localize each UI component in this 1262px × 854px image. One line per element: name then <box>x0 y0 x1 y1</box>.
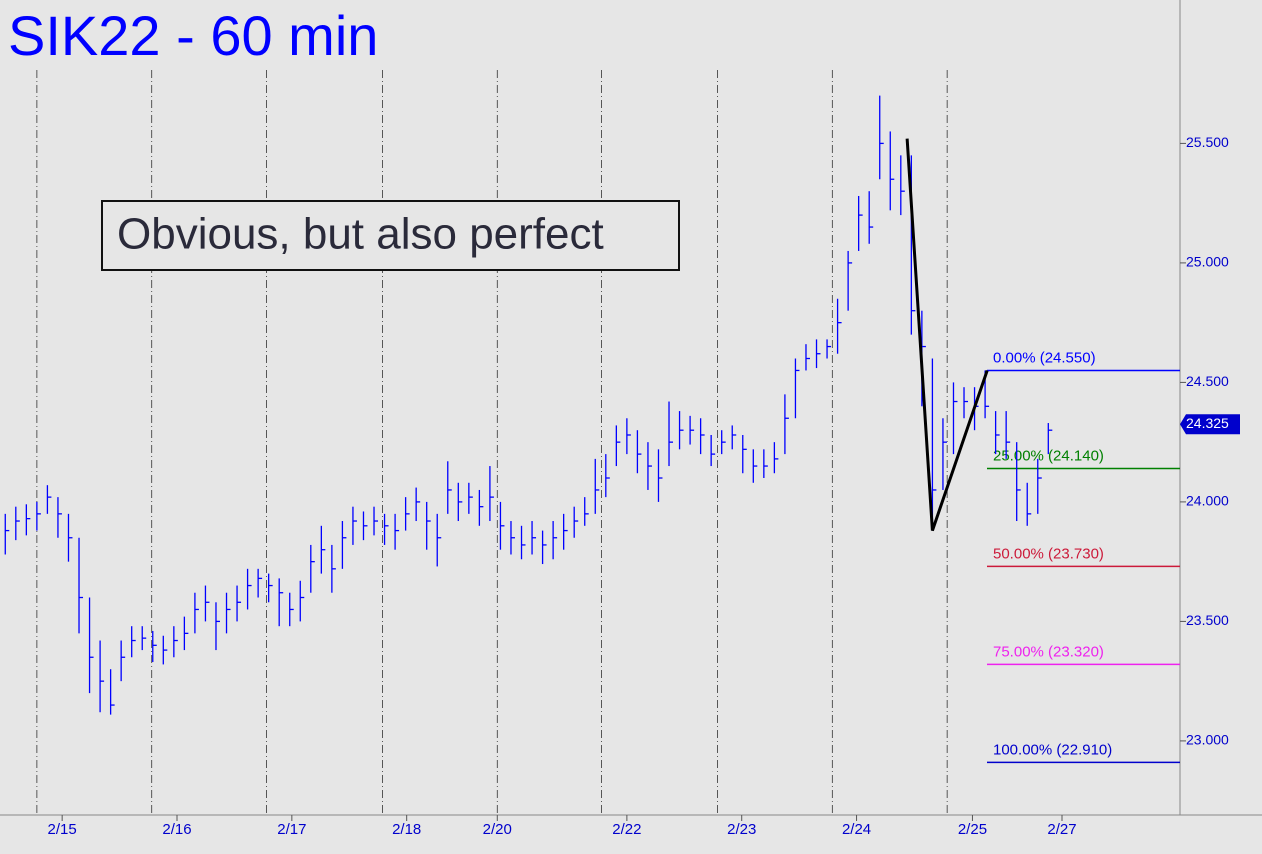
fib-label: 100.00% (22.910) <box>993 741 1112 758</box>
x-tick-label: 2/24 <box>842 821 871 838</box>
fib-label: 75.00% (23.320) <box>993 643 1104 660</box>
x-tick-label: 2/22 <box>612 821 641 838</box>
fib-label: 0.00% (24.550) <box>993 349 1096 366</box>
x-tick-label: 2/17 <box>277 821 306 838</box>
x-tick-label: 2/16 <box>162 821 191 838</box>
annotation-box <box>101 200 680 271</box>
chart-title: SIK22 - 60 min <box>8 4 378 67</box>
y-tick-label: 24.500 <box>1186 373 1229 389</box>
annotation: Obvious, but also perfect <box>117 210 604 259</box>
y-tick-label: 24.000 <box>1186 493 1229 509</box>
x-tick-label: 2/20 <box>483 821 512 838</box>
y-tick-label: 25.500 <box>1186 134 1229 150</box>
pattern-line <box>905 138 989 532</box>
plot: 2/15 2/16 2/17 2/18 2/20 2/22 2/23 2/24 2/25 2/27… <box>4 70 1240 838</box>
x-tick-label: 2/27 <box>1047 821 1076 838</box>
last-price-marker <box>1180 414 1240 435</box>
last-price-label: 24.325 <box>1186 415 1229 431</box>
y-tick-label: 23.000 <box>1186 732 1229 748</box>
fib-label: 50.00% (23.730) <box>993 545 1104 562</box>
x-tick-label: 2/23 <box>727 821 756 838</box>
x-tick-label: 2/18 <box>392 821 421 838</box>
y-tick-label: 25.000 <box>1186 254 1229 270</box>
x-tick-label: 2/25 <box>958 821 987 838</box>
x-tick-label: 2/15 <box>48 821 77 838</box>
fib-label: 25.00% (24.140) <box>993 447 1104 464</box>
y-tick-label: 23.500 <box>1186 612 1229 628</box>
